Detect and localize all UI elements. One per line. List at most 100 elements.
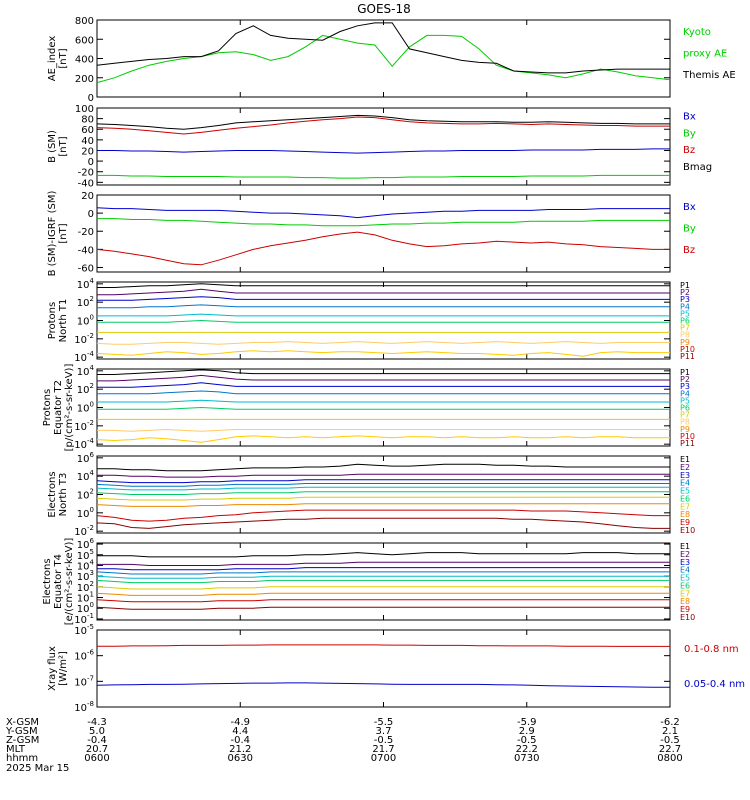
y-tick-label: -20 [78,227,94,238]
y-tick-label: -20 [78,168,94,179]
footer-value-x_gsm: -5.5 [374,717,394,728]
series-e9 [96,509,670,522]
series-p1 [97,369,670,375]
y-tick-exponent: 0 [90,601,94,609]
legend-e7: E7 [680,589,690,598]
footer-value-z_gsm: -0.5 [374,735,394,746]
footer-value-mlt: 20.7 [86,744,108,755]
legend-e4: E4 [680,479,690,488]
y-tick-label: 100 [75,104,94,115]
panel-frame [96,194,671,273]
legend-e5: E5 [680,574,690,583]
legend-e1: E1 [680,542,690,551]
footer-value-hhmm: 0630 [228,753,253,764]
y-tick-label: 800 [75,16,94,27]
footer-value-x_gsm: -4.3 [87,717,107,728]
legend-p1: P1 [680,368,690,377]
y-tick-exponent: 0 [90,506,94,514]
series-e4 [96,483,670,487]
legend-p3: P3 [680,382,690,391]
panel-frame [96,629,671,708]
footer-value-mlt: 21.2 [229,744,251,755]
series-e9 [96,599,670,603]
y-tick-exponent: 4 [90,558,95,566]
footer-value-x_gsm: -5.9 [517,717,537,728]
legend-bx: Bx [683,112,696,123]
series-p9 [96,435,670,443]
series-e2 [97,561,670,566]
legend-p8: P8 [680,418,690,427]
series-p2 [97,374,670,382]
y-tick-label: 40 [81,136,94,147]
series-e5 [96,575,670,579]
panel-frame [96,281,671,360]
panel-frame [96,368,671,447]
series-p8 [96,341,670,345]
panel-pnorth: 104 102 100 10-2 10-4 Protons North T1 P1P2P3P4… [47,277,695,364]
legend-e10: E10 [680,613,695,622]
footer-row-label-z-gsm: Z-GSM [6,735,39,746]
legend-bx: Bx [683,202,696,213]
footer-value-mlt: 21.7 [372,744,394,755]
series-p8 [97,428,670,432]
legend-p2: P2 [680,288,690,297]
y-axis-label: Electrons [42,558,53,604]
legend-0-1-0-8-nm: 0.1-0.8 nm [684,644,739,655]
series-e8 [96,503,670,507]
y-tick-label: 20 [81,146,94,157]
series-p4 [97,390,670,395]
series-e2 [97,473,670,478]
y-axis-label: AE_index [47,36,58,82]
series-p5 [97,313,670,317]
series-p5 [97,399,670,403]
legend-proxy-ae: proxy AE [683,48,727,59]
y-axis-label: [nT] [58,48,69,68]
y-tick-label: -60 [78,263,94,274]
legend-p8: P8 [680,331,690,340]
series-e1 [97,463,670,472]
footer-value-y_gsm: 4.4 [232,726,248,737]
y-tick-label: 10-4 [74,437,94,451]
legend-bz: Bz [683,245,695,256]
y-tick-label: 0 [88,209,94,220]
legend-p6: P6 [680,404,690,413]
legend-by: By [683,128,696,139]
series-themis-ae [96,22,670,74]
legend-e6: E6 [680,581,690,590]
footer-value-hhmm: 0730 [514,753,539,764]
series-p6 [97,406,670,410]
y-axis-label: North T3 [58,473,69,517]
series-p4 [97,304,670,309]
footer-value-x_gsm: -6.2 [660,717,680,728]
footer-value-z_gsm: -0.5 [660,735,680,746]
legend-e8: E8 [680,510,690,519]
legend-e10: E10 [680,526,695,535]
y-tick-exponent: -1 [87,612,94,620]
y-tick-exponent: 2 [90,382,94,390]
footer-row-label-mlt: MLT [6,744,26,755]
y-tick-label: 400 [75,55,94,66]
panel-pequator: 104 102 100 10-2 10-4 Protons Equator T2 [p/(cm… [42,364,695,452]
y-tick-label: 10-4 [74,350,94,364]
footer-value-mlt: 22.2 [516,744,538,755]
legend-kyoto: Kyoto [683,27,711,38]
legend-e9: E9 [680,605,690,614]
series-e5 [96,486,670,491]
legend-p7: P7 [680,411,690,420]
series-p6 [97,319,670,323]
y-tick-exponent: 2 [90,295,94,303]
y-tick-exponent: 6 [90,537,95,545]
panel-ae: 0 200 400 600 800 AE_index [nT] Kyoto proxy AE Th… [47,16,736,104]
y-tick-exponent: 0 [90,401,94,409]
footer-value-x_gsm: -4.9 [230,717,250,728]
series-e3 [97,567,670,571]
y-tick-label: 10-2 [74,419,94,433]
legend-p5: P5 [680,396,690,405]
series-bmag [96,114,670,130]
footer-row-label-y-gsm: Y-GSM [5,726,38,737]
y-tick-exponent: -4 [87,437,95,445]
y-axis-label: Xray flux [47,646,58,691]
y-axis-label: Electrons [47,471,58,517]
